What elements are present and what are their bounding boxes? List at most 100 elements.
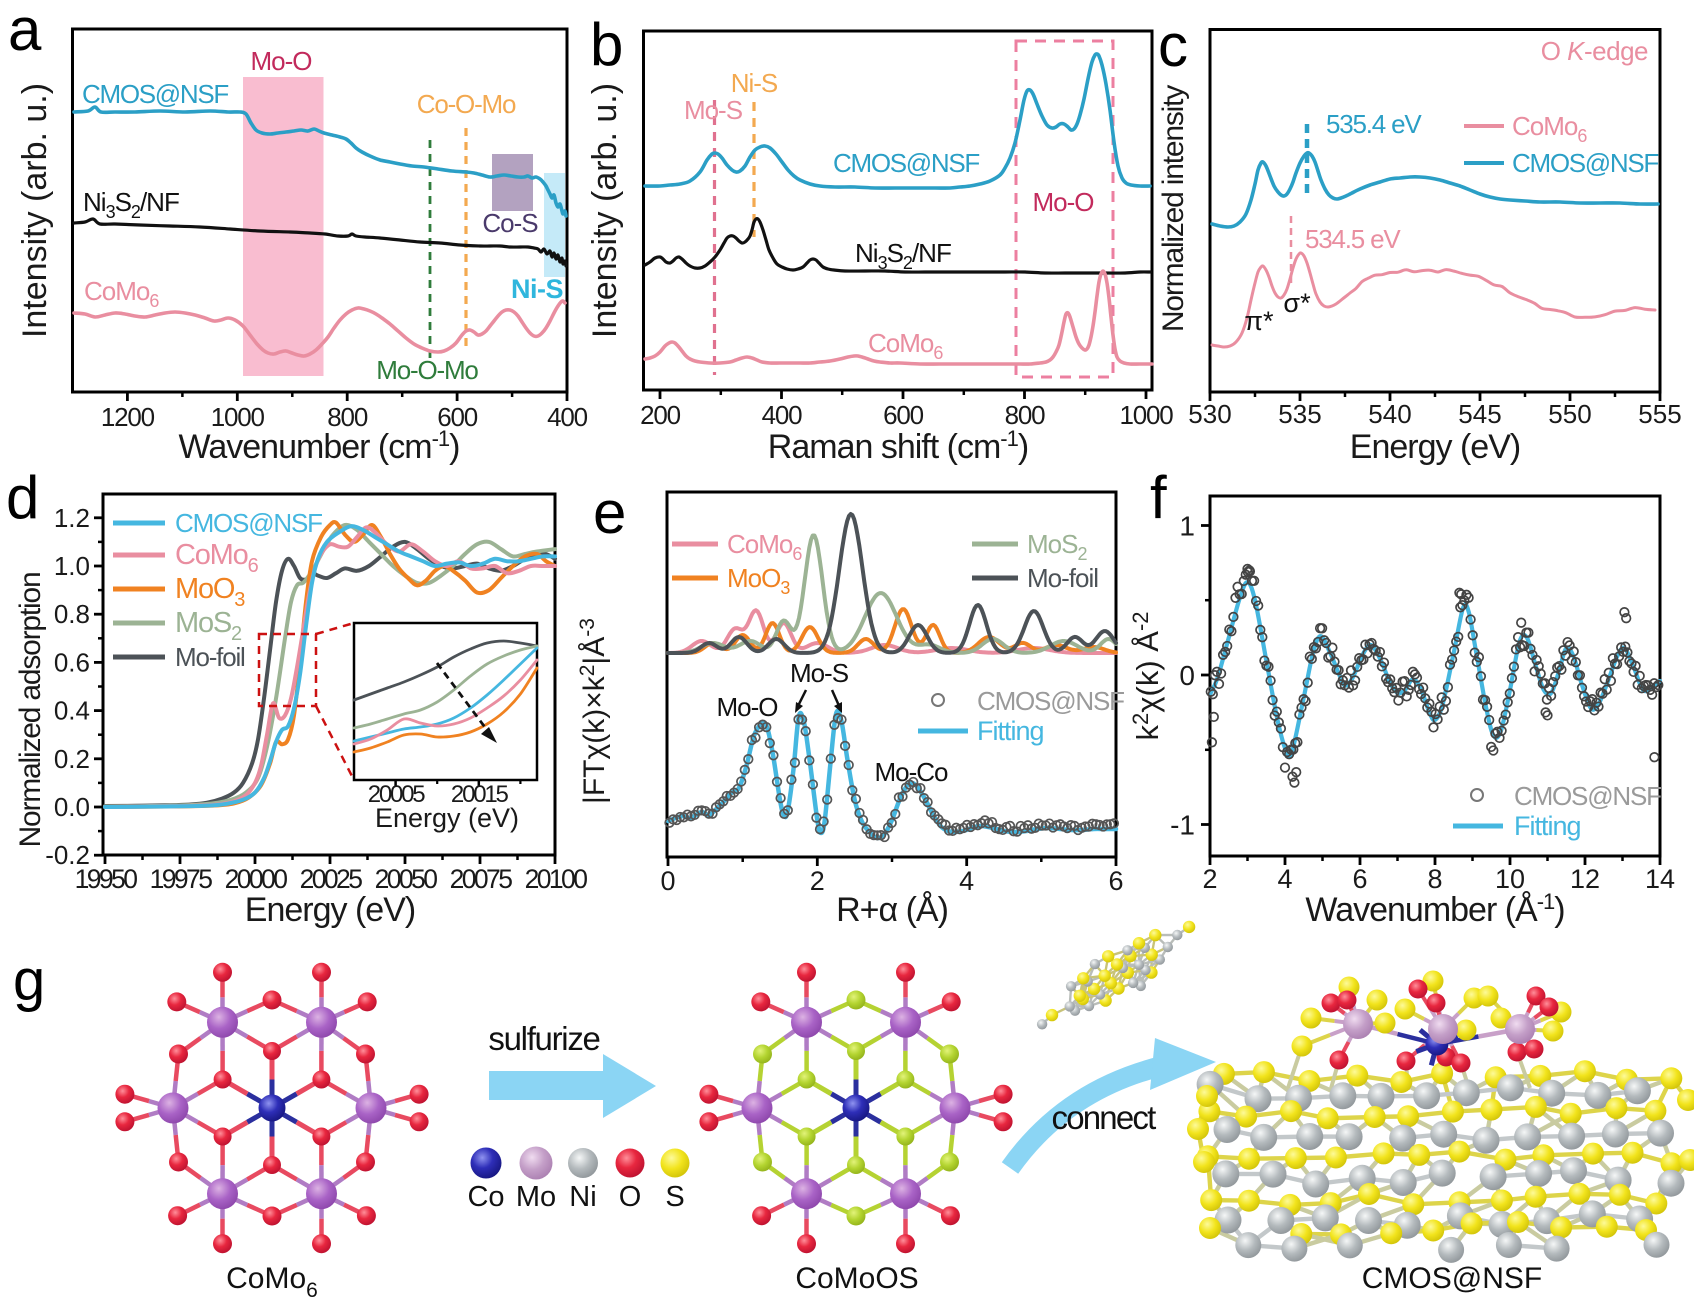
svg-text:0.2: 0.2 (54, 744, 90, 774)
svg-text:-0.2: -0.2 (45, 840, 90, 870)
svg-text:CMOS@NSF: CMOS@NSF (833, 148, 979, 178)
svg-text:Mo: Mo (516, 1181, 556, 1213)
svg-text:|FTχ(k)×k2|Å-3: |FTχ(k)×k2|Å-3 (576, 618, 611, 804)
svg-text:CoMo6: CoMo6 (868, 328, 943, 363)
svg-text:Normalized adsorption: Normalized adsorption (14, 573, 47, 848)
svg-text:O: O (619, 1181, 642, 1213)
svg-text:π*: π* (1244, 306, 1274, 336)
svg-text:Co-S: Co-S (482, 208, 538, 238)
svg-text:CMOS@NSF: CMOS@NSF (1514, 781, 1661, 811)
svg-text:CoMo6: CoMo6 (1512, 111, 1587, 146)
svg-text:6: 6 (1108, 866, 1123, 896)
svg-text:Energy (eV): Energy (eV) (375, 803, 519, 833)
svg-text:19950: 19950 (75, 864, 138, 894)
svg-text:535.4 eV: 535.4 eV (1326, 109, 1422, 139)
svg-text:545: 545 (1458, 399, 1501, 429)
svg-text:0.0: 0.0 (54, 792, 90, 822)
svg-text:19975: 19975 (150, 864, 213, 894)
svg-text:CMOS@NSF: CMOS@NSF (1512, 148, 1658, 178)
svg-text:σ*: σ* (1283, 288, 1311, 318)
svg-text:14: 14 (1645, 864, 1675, 894)
svg-text:20015: 20015 (451, 781, 509, 808)
svg-text:Intensity (arb. u.): Intensity (arb. u.) (16, 83, 54, 338)
svg-text:12: 12 (1570, 864, 1600, 894)
svg-text:2: 2 (810, 866, 825, 896)
svg-text:Mo-O-Mo: Mo-O-Mo (376, 355, 478, 385)
svg-text:S: S (665, 1181, 684, 1213)
svg-text:Raman shift (cm-1): Raman shift (cm-1) (768, 426, 1028, 466)
svg-text:20050: 20050 (375, 864, 438, 894)
svg-text:1.0: 1.0 (54, 551, 90, 581)
svg-text:Energy (eV): Energy (eV) (1350, 428, 1520, 466)
svg-text:Fitting: Fitting (977, 716, 1044, 746)
svg-text:Mo-O: Mo-O (717, 692, 778, 722)
svg-text:CoMo6: CoMo6 (175, 539, 259, 577)
svg-text:0: 0 (1179, 660, 1195, 691)
svg-text:555: 555 (1638, 399, 1681, 429)
svg-text:Energy (eV): Energy (eV) (245, 891, 415, 929)
svg-text:0.8: 0.8 (54, 599, 90, 629)
svg-text:CMOS@NSF: CMOS@NSF (977, 686, 1124, 716)
svg-text:1000: 1000 (211, 402, 265, 432)
svg-text:400: 400 (762, 400, 803, 430)
svg-text:c: c (1158, 12, 1188, 79)
svg-text:Mo-S: Mo-S (684, 95, 743, 125)
svg-text:Co: Co (467, 1181, 504, 1213)
svg-text:g: g (13, 948, 45, 1013)
svg-text:Mo-O: Mo-O (251, 46, 312, 76)
svg-text:Ni: Ni (569, 1181, 596, 1213)
svg-text:Mo-foil: Mo-foil (175, 642, 245, 672)
svg-text:6: 6 (1352, 864, 1367, 894)
svg-text:2: 2 (1202, 864, 1217, 894)
svg-text:CoMoOS: CoMoOS (795, 1262, 918, 1295)
svg-text:sulfurize: sulfurize (488, 1020, 599, 1057)
svg-text:CMOS@NSF: CMOS@NSF (82, 79, 228, 109)
svg-text:10: 10 (1495, 864, 1525, 894)
svg-text:600: 600 (883, 400, 924, 430)
svg-text:20005: 20005 (368, 781, 426, 808)
svg-text:Fitting: Fitting (1514, 811, 1581, 841)
svg-text:8: 8 (1427, 864, 1442, 894)
svg-text:e: e (593, 479, 626, 546)
svg-text:CoMo6: CoMo6 (226, 1262, 318, 1302)
svg-text:20000: 20000 (225, 864, 288, 894)
svg-text:1000: 1000 (1119, 400, 1173, 430)
svg-text:Mo-O: Mo-O (1033, 187, 1094, 217)
svg-text:Wavenumber (cm-1): Wavenumber (cm-1) (179, 426, 460, 466)
svg-text:800: 800 (327, 402, 368, 432)
svg-text:MoS2: MoS2 (1027, 529, 1087, 564)
svg-text:Ni-S: Ni-S (511, 274, 563, 304)
svg-text:20025: 20025 (300, 864, 363, 894)
svg-text:Ni3S2/NF: Ni3S2/NF (855, 238, 951, 273)
svg-text:O K-edge: O K-edge (1541, 36, 1648, 66)
svg-text:20075: 20075 (450, 864, 513, 894)
svg-text:4: 4 (959, 866, 974, 896)
svg-text:0: 0 (660, 866, 675, 896)
svg-text:CMOS@NSF: CMOS@NSF (175, 508, 322, 538)
svg-text:CoMo6: CoMo6 (727, 529, 802, 564)
svg-text:d: d (6, 464, 39, 531)
svg-text:Intensity (arb. u.): Intensity (arb. u.) (586, 83, 624, 338)
svg-text:600: 600 (437, 402, 478, 432)
svg-text:connect: connect (1052, 1099, 1157, 1136)
svg-text:f: f (1150, 464, 1167, 531)
svg-text:CMOS@NSF: CMOS@NSF (1362, 1262, 1542, 1295)
svg-text:0.6: 0.6 (54, 647, 90, 677)
svg-text:a: a (8, 0, 42, 63)
svg-text:20100: 20100 (525, 864, 588, 894)
svg-text:530: 530 (1188, 399, 1231, 429)
svg-text:Mo-foil: Mo-foil (1027, 563, 1098, 593)
svg-text:Normalized intensity: Normalized intensity (1157, 85, 1190, 332)
svg-text:Ni3S2/NF: Ni3S2/NF (83, 187, 179, 222)
svg-text:Mo-S: Mo-S (790, 658, 849, 688)
svg-text:Wavenumber (Å-1): Wavenumber (Å-1) (1305, 889, 1564, 929)
svg-text:800: 800 (1005, 400, 1046, 430)
svg-text:MoO3: MoO3 (175, 573, 245, 611)
svg-text:400: 400 (547, 402, 588, 432)
svg-text:0.4: 0.4 (54, 696, 90, 726)
svg-text:200: 200 (640, 400, 681, 430)
svg-text:550: 550 (1548, 399, 1591, 429)
svg-text:1: 1 (1179, 511, 1195, 542)
svg-text:4: 4 (1277, 864, 1292, 894)
svg-text:b: b (590, 11, 623, 78)
